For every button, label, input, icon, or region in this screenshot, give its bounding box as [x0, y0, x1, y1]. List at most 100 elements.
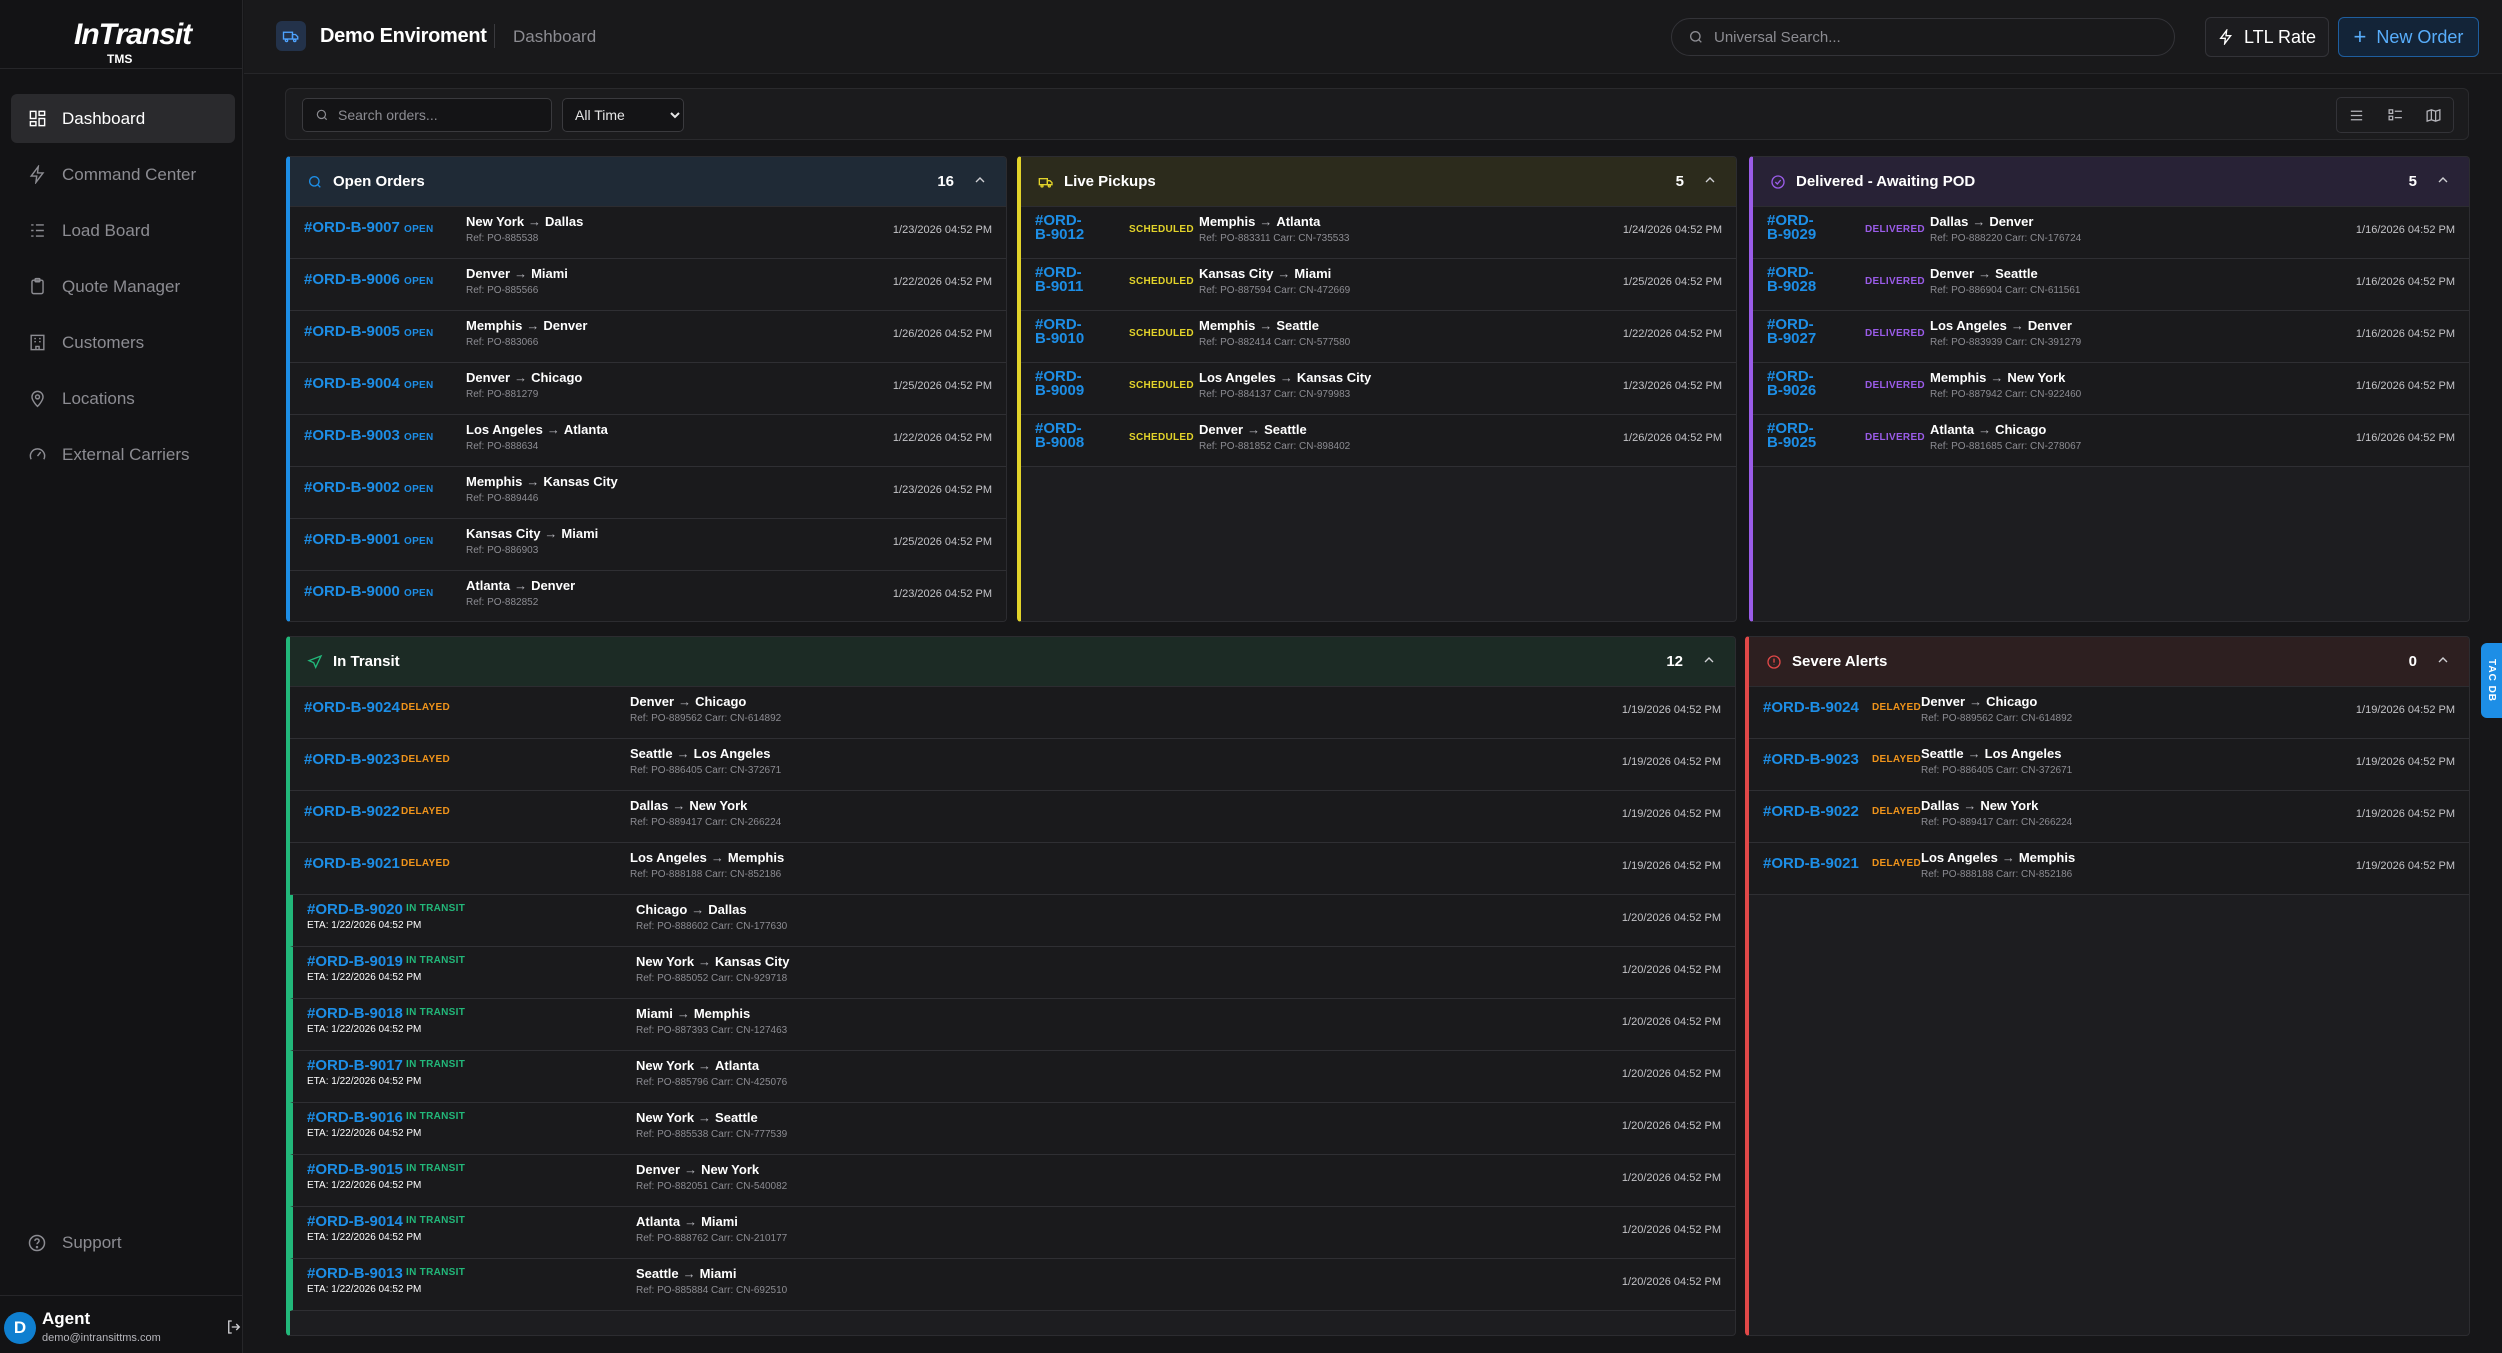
- board-view-button[interactable]: [2376, 98, 2415, 132]
- logout-button[interactable]: [225, 1318, 243, 1336]
- order-id-link[interactable]: #ORD-B-9027: [1767, 316, 1817, 347]
- new-order-button[interactable]: + New Order: [2338, 17, 2479, 57]
- order-id-link[interactable]: #ORD-B-9010: [1035, 316, 1085, 347]
- panel-header[interactable]: Delivered - Awaiting POD 5: [1753, 157, 2469, 207]
- chevron-up-icon[interactable]: [972, 172, 988, 188]
- order-id-link[interactable]: #ORD-B-9014: [307, 1213, 403, 1230]
- order-row[interactable]: #ORD-B-9019 IN TRANSIT ETA: 1/22/2026 04:5…: [290, 947, 1735, 999]
- order-row[interactable]: #ORD-B-9002 OPEN Memphis → Kansas City Ref: P…: [290, 467, 1006, 519]
- order-row[interactable]: #ORD-B-9012 SCHEDULED Memphis → Atlanta Ref: …: [1021, 207, 1736, 259]
- order-search-input[interactable]: [338, 107, 548, 123]
- order-id-link[interactable]: #ORD-B-9009: [1035, 368, 1085, 399]
- order-row[interactable]: #ORD-B-9014 IN TRANSIT ETA: 1/22/2026 04:5…: [290, 1207, 1735, 1259]
- sidebar-item-locations[interactable]: Locations: [11, 374, 235, 423]
- order-id-link[interactable]: #ORD-B-9013: [307, 1265, 403, 1282]
- sidebar-item-customers[interactable]: Customers: [11, 318, 235, 367]
- order-id-link[interactable]: #ORD-B-9001: [304, 531, 400, 548]
- avatar[interactable]: D: [4, 1312, 36, 1344]
- order-row[interactable]: #ORD-B-9023 DELAYED Seattle → Los Angeles Ref…: [1749, 739, 2469, 791]
- order-id-link[interactable]: #ORD-B-9023: [1763, 751, 1859, 768]
- order-row[interactable]: #ORD-B-9013 IN TRANSIT ETA: 1/22/2026 04:5…: [290, 1259, 1735, 1311]
- order-id-link[interactable]: #ORD-B-9012: [1035, 212, 1085, 243]
- order-row[interactable]: #ORD-B-9025 DELIVERED Atlanta → Chicago Ref: …: [1753, 415, 2469, 467]
- order-id-link[interactable]: #ORD-B-9008: [1035, 420, 1085, 451]
- panel-header[interactable]: In Transit 12: [290, 637, 1735, 687]
- order-row[interactable]: #ORD-B-9018 IN TRANSIT ETA: 1/22/2026 04:5…: [290, 999, 1735, 1051]
- order-id-link[interactable]: #ORD-B-9015: [307, 1161, 403, 1178]
- order-row[interactable]: #ORD-B-9001 OPEN Kansas City → Miami Ref: PO-…: [290, 519, 1006, 571]
- order-row[interactable]: #ORD-B-9020 IN TRANSIT ETA: 1/22/2026 04:5…: [290, 895, 1735, 947]
- order-row[interactable]: #ORD-B-9023 DELAYED Seattle → Los Angeles Ref…: [290, 739, 1735, 791]
- order-row[interactable]: #ORD-B-9021 DELAYED Los Angeles → Memphis Ref…: [290, 843, 1735, 895]
- universal-search-input[interactable]: [1714, 28, 2154, 46]
- list-view-button[interactable]: [2337, 98, 2376, 132]
- panel-header[interactable]: Live Pickups 5: [1021, 157, 1736, 207]
- order-row[interactable]: #ORD-B-9028 DELIVERED Denver → Seattle Ref: P…: [1753, 259, 2469, 311]
- order-id-link[interactable]: #ORD-B-9019: [307, 953, 403, 970]
- order-id-link[interactable]: #ORD-B-9005: [304, 323, 400, 340]
- order-row[interactable]: #ORD-B-9021 DELAYED Los Angeles → Memphis Ref…: [1749, 843, 2469, 895]
- chevron-up-icon[interactable]: [2435, 172, 2451, 188]
- order-row[interactable]: #ORD-B-9006 OPEN Denver → Miami Ref: PO-88556…: [290, 259, 1006, 311]
- chevron-up-icon[interactable]: [2435, 652, 2451, 668]
- universal-search[interactable]: [1671, 18, 2175, 56]
- order-id-link[interactable]: #ORD-B-9025: [1767, 420, 1817, 451]
- order-row[interactable]: #ORD-B-9011 SCHEDULED Kansas City → Miami Ref…: [1021, 259, 1736, 311]
- order-row[interactable]: #ORD-B-9029 DELIVERED Dallas → Denver Ref: PO…: [1753, 207, 2469, 259]
- panel-header[interactable]: Open Orders 16: [290, 157, 1006, 207]
- order-id-link[interactable]: #ORD-B-9022: [1763, 803, 1859, 820]
- sidebar-item-quote-manager[interactable]: Quote Manager: [11, 262, 235, 311]
- order-row[interactable]: #ORD-B-9015 IN TRANSIT ETA: 1/22/2026 04:5…: [290, 1155, 1735, 1207]
- order-row[interactable]: #ORD-B-9016 IN TRANSIT ETA: 1/22/2026 04:5…: [290, 1103, 1735, 1155]
- order-row[interactable]: #ORD-B-9008 SCHEDULED Denver → Seattle Ref: P…: [1021, 415, 1736, 467]
- order-row[interactable]: #ORD-B-9010 SCHEDULED Memphis → Seattle Ref: …: [1021, 311, 1736, 363]
- sidebar-item-load-board[interactable]: Load Board: [11, 206, 235, 255]
- order-row[interactable]: #ORD-B-9005 OPEN Memphis → Denver Ref: PO-883…: [290, 311, 1006, 363]
- chevron-up-icon[interactable]: [1701, 652, 1717, 668]
- time-range-select[interactable]: All Time: [562, 98, 684, 132]
- order-id-link[interactable]: #ORD-B-9017: [307, 1057, 403, 1074]
- order-id-link[interactable]: #ORD-B-9000: [304, 583, 400, 600]
- order-row[interactable]: #ORD-B-9024 DELAYED Denver → Chicago Ref: PO-…: [1749, 687, 2469, 739]
- order-search[interactable]: [302, 98, 552, 132]
- order-id-link[interactable]: #ORD-B-9021: [304, 855, 400, 872]
- order-id-link[interactable]: #ORD-B-9028: [1767, 264, 1817, 295]
- order-id-link[interactable]: #ORD-B-9024: [304, 699, 400, 716]
- order-id-link[interactable]: #ORD-B-9023: [304, 751, 400, 768]
- order-id-link[interactable]: #ORD-B-9003: [304, 427, 400, 444]
- panel-header[interactable]: Severe Alerts 0: [1749, 637, 2469, 687]
- order-id-link[interactable]: #ORD-B-9004: [304, 375, 400, 392]
- order-id-link[interactable]: #ORD-B-9018: [307, 1005, 403, 1022]
- order-row[interactable]: #ORD-B-9022 DELAYED Dallas → New York Ref: PO…: [290, 791, 1735, 843]
- order-id-link[interactable]: #ORD-B-9011: [1035, 264, 1084, 295]
- order-id-link[interactable]: #ORD-B-9020: [307, 901, 403, 918]
- order-row[interactable]: #ORD-B-9026 DELIVERED Memphis → New York Ref:…: [1753, 363, 2469, 415]
- order-id-link[interactable]: #ORD-B-9006: [304, 271, 400, 288]
- order-row[interactable]: #ORD-B-9024 DELAYED Denver → Chicago Ref: PO-…: [290, 687, 1735, 739]
- support-link[interactable]: Support: [27, 1233, 122, 1253]
- order-id-link[interactable]: #ORD-B-9016: [307, 1109, 403, 1126]
- app-logo[interactable]: InTransit TMS: [60, 18, 192, 66]
- sidebar-item-dashboard[interactable]: Dashboard: [11, 94, 235, 143]
- order-id-link[interactable]: #ORD-B-9007: [304, 219, 400, 236]
- order-id-link[interactable]: #ORD-B-9029: [1767, 212, 1817, 243]
- order-row[interactable]: #ORD-B-9000 OPEN Atlanta → Denver Ref: PO-882…: [290, 571, 1006, 621]
- order-id-link[interactable]: #ORD-B-9022: [304, 803, 400, 820]
- order-id-link[interactable]: #ORD-B-9021: [1763, 855, 1859, 872]
- map-view-button[interactable]: [2414, 98, 2453, 132]
- order-id-link[interactable]: #ORD-B-9026: [1767, 368, 1817, 399]
- order-id-link[interactable]: #ORD-B-9024: [1763, 699, 1859, 716]
- order-row[interactable]: #ORD-B-9022 DELAYED Dallas → New York Ref: PO…: [1749, 791, 2469, 843]
- sidebar-item-command-center[interactable]: Command Center: [11, 150, 235, 199]
- order-row[interactable]: #ORD-B-9003 OPEN Los Angeles → Atlanta Ref: P…: [290, 415, 1006, 467]
- order-row[interactable]: #ORD-B-9007 OPEN New York → Dallas Ref: PO-88…: [290, 207, 1006, 259]
- order-row[interactable]: #ORD-B-9004 OPEN Denver → Chicago Ref: PO-881…: [290, 363, 1006, 415]
- order-id-link[interactable]: #ORD-B-9002: [304, 479, 400, 496]
- order-row[interactable]: #ORD-B-9027 DELIVERED Los Angeles → Denver Re…: [1753, 311, 2469, 363]
- order-row[interactable]: #ORD-B-9009 SCHEDULED Los Angeles → Kansas C…: [1021, 363, 1736, 415]
- ltl-rate-button[interactable]: LTL Rate: [2205, 17, 2329, 57]
- sidebar-item-external-carriers[interactable]: External Carriers: [11, 430, 235, 479]
- chevron-up-icon[interactable]: [1702, 172, 1718, 188]
- side-drawer-tab[interactable]: TAC DB: [2481, 643, 2502, 718]
- order-row[interactable]: #ORD-B-9017 IN TRANSIT ETA: 1/22/2026 04:5…: [290, 1051, 1735, 1103]
